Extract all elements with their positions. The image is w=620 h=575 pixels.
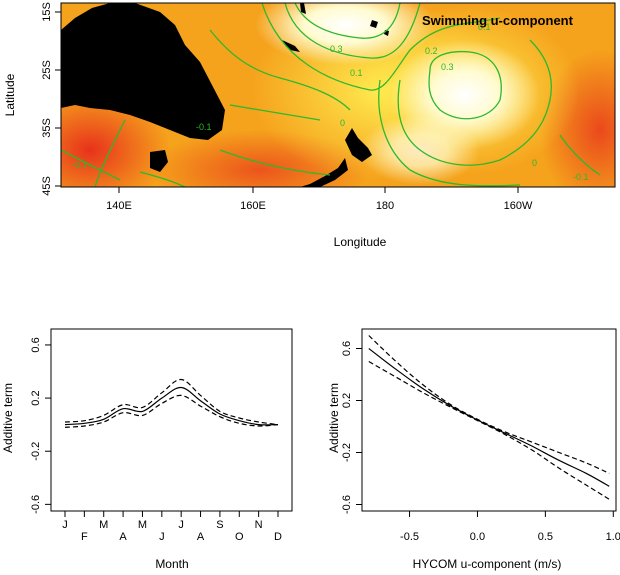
hycom-lines	[368, 335, 610, 500]
month-x-tick-label: M	[99, 519, 108, 531]
map-x-tick-label: 160W	[504, 200, 533, 212]
map-y-axis: 15S 25S 35S 45S Latitude	[3, 2, 61, 196]
hycom-y-tick-label: -0.6	[341, 495, 353, 514]
month-x-tick-label: J	[178, 519, 184, 531]
month-y-axis-title: Additive term	[1, 383, 15, 453]
month-plot-frame	[50, 328, 293, 512]
month-y-tick-label: -0.6	[30, 495, 42, 514]
contour-label: -0.1	[72, 160, 88, 170]
month-y-axis: -0.6 -0.2 0.2 0.6	[30, 337, 51, 514]
map-y-axis-title: Latitude	[3, 73, 17, 116]
new-caledonia-landmass	[282, 40, 300, 52]
contour-label: 0.2	[425, 46, 438, 56]
map-x-axis-title: Longitude	[334, 235, 387, 249]
new-zealand-north-landmass	[345, 128, 372, 162]
month-x-tick-label: M	[138, 519, 147, 531]
hycom-x-tick-label: -0.5	[400, 531, 419, 543]
contour-label: -0.1	[196, 122, 212, 132]
map-y-tick-label: 15S	[41, 2, 53, 22]
month-y-tick-label: 0.6	[30, 337, 42, 352]
map-hotspot-north	[255, 3, 435, 65]
map-x-axis: 140E 160E 180 160W Longitude	[106, 187, 533, 249]
map-x-tick-label: 180	[376, 200, 394, 212]
hycom-y-axis-title: Additive term	[327, 383, 341, 453]
month-x-tick-label: F	[81, 531, 88, 543]
map-frame	[60, 2, 616, 188]
month-x-tick-label: J	[159, 531, 165, 543]
hycom-x-tick-label: 0.5	[538, 531, 553, 543]
contour-label: 0.1	[350, 68, 363, 78]
contour-label: 0.3	[441, 62, 454, 72]
contour-lines	[61, 3, 601, 187]
hycom-y-tick-label: 0.6	[341, 341, 353, 356]
month-x-tick-label: N	[255, 519, 263, 531]
hycom-estimate-line	[368, 348, 610, 487]
australia-landmass	[61, 3, 225, 140]
hycom-y-tick-label: -0.2	[341, 443, 353, 462]
hycom-y-tick-label: 0.2	[341, 393, 353, 408]
hycom-y-axis: -0.6 -0.2 0.2 0.6	[341, 341, 362, 514]
hycom-x-axis-title: HYCOM u-component (m/s)	[413, 557, 562, 571]
month-confidence-line	[64, 394, 279, 428]
contour-label: 0.1	[478, 22, 491, 32]
map-y-tick-label: 45S	[41, 176, 53, 196]
month-x-tick-label: D	[274, 531, 282, 543]
tasmania-landmass	[150, 150, 168, 172]
month-y-tick-label: 0.2	[30, 390, 42, 405]
month-x-tick-label: S	[216, 519, 223, 531]
month-y-tick-label: -0.2	[30, 442, 42, 461]
month-x-tick-label: O	[235, 531, 244, 543]
hycom-panel: -0.6 -0.2 0.2 0.6 -0.5 0.0 0.5 1.0 Additive te…	[327, 328, 620, 571]
month-x-tick-label: J	[62, 519, 68, 531]
month-confidence-line	[64, 378, 279, 426]
hycom-plot-frame	[361, 328, 617, 512]
month-estimate-line	[64, 386, 279, 426]
map-y-tick-label: 35S	[41, 118, 53, 138]
new-zealand-south-landmass	[300, 158, 348, 187]
contour-label: 0.3	[330, 44, 343, 54]
map-x-tick-label: 140E	[106, 200, 132, 212]
hycom-x-tick-label: 1.0	[606, 531, 620, 543]
hycom-x-tick-label: 0.0	[470, 531, 485, 543]
map-x-tick-label: 160E	[240, 200, 266, 212]
hycom-x-axis: -0.5 0.0 0.5 1.0	[400, 511, 620, 543]
contour-label: 0	[532, 158, 537, 168]
hycom-confidence-line	[368, 360, 610, 500]
month-lines	[64, 378, 279, 428]
contour-label: -0.1	[573, 172, 589, 182]
map-title: Swimming u-component	[422, 13, 574, 28]
month-x-tick-label: A	[197, 531, 205, 543]
map-y-tick-label: 25S	[41, 60, 53, 80]
month-x-axis-title: Month	[155, 557, 188, 571]
map-panel: 0.3 0.2 0.1 0.3 0.1 0 -0.1 0 -0.1 -0.1 S…	[3, 2, 616, 249]
month-x-tick-label: A	[119, 531, 127, 543]
contour-label: 0	[340, 118, 345, 128]
contour-labels: 0.3 0.2 0.1 0.3 0.1 0 -0.1 0 -0.1 -0.1	[72, 22, 589, 182]
hycom-confidence-line	[368, 335, 610, 474]
